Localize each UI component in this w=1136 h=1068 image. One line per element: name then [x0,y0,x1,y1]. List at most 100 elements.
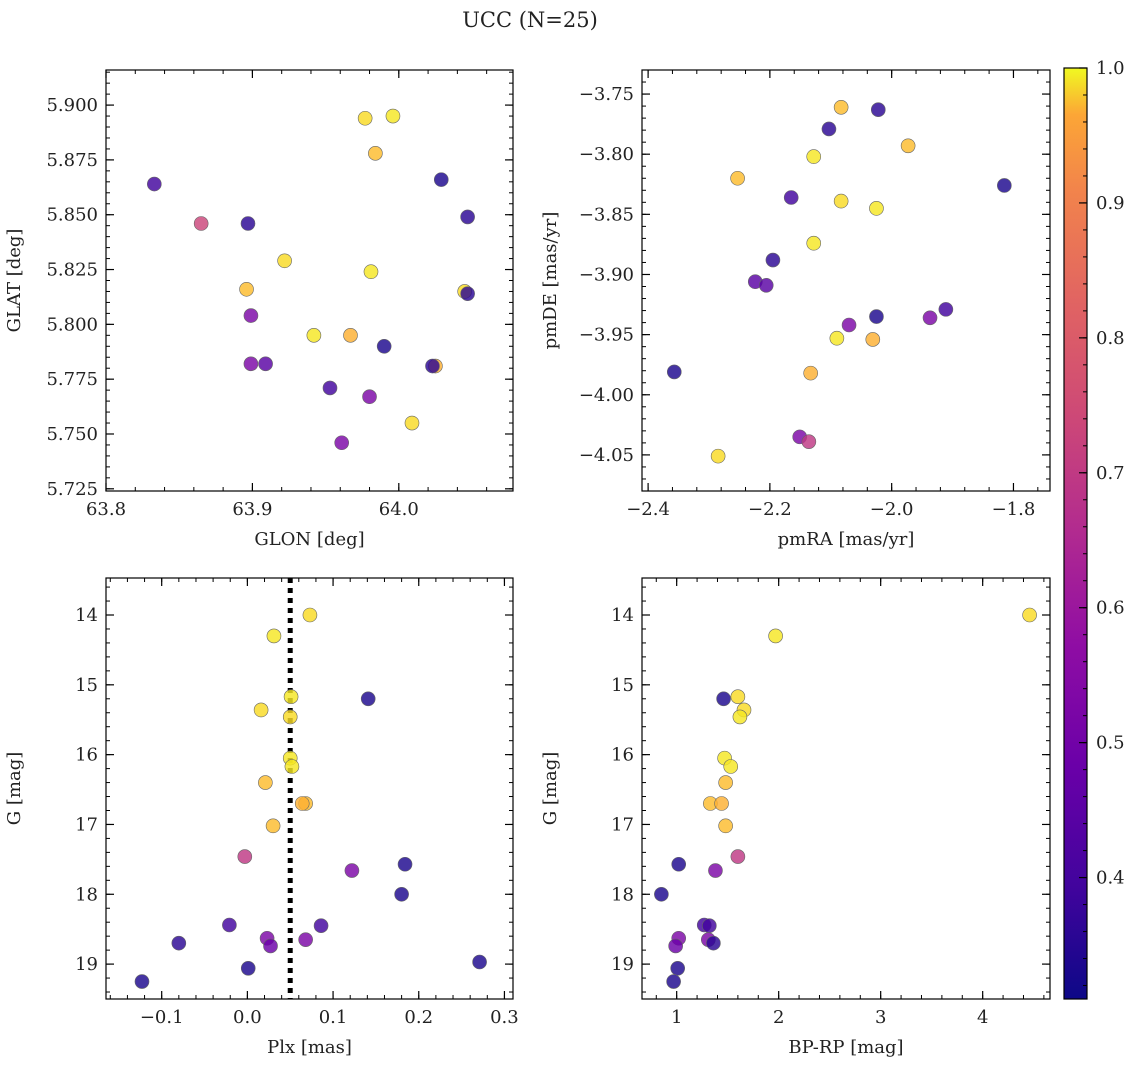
scatter-point [938,302,954,317]
scatter-point [718,818,733,834]
figure-title: UCC (N=25) [462,8,598,32]
scatter-point [732,709,748,725]
colorbar-tick-label: 0.8 [1096,328,1125,349]
y-axis-label: G [mag] [4,752,25,825]
scatter-point [706,935,721,951]
x-tick-label: 0.1 [319,1007,348,1028]
x-tick-label: 3 [875,1007,886,1028]
scatter-point [833,99,849,115]
scatter-point [716,691,731,707]
scatter-point [900,138,916,154]
y-tick-label: 19 [611,954,634,975]
scatter-point [368,146,383,161]
scatter-point [671,856,687,872]
x-tick-label: 0.0 [233,1007,262,1028]
scatter-point [282,709,298,725]
y-tick-label: 17 [75,814,98,835]
scatter-point [277,253,292,269]
colorbar-tick-label: 0.6 [1096,598,1125,619]
y-axis-label: GLAT [deg] [4,229,25,333]
y-axis-label: pmDE [mas/yr] [540,212,561,350]
scatter-point [433,172,449,187]
x-axis-label: Plx [mas] [267,1037,352,1058]
y-tick-label: 5.825 [46,260,98,281]
scatter-point [258,356,273,372]
scatter-point [243,356,259,372]
y-tick-label: −3.75 [579,84,634,105]
y-tick-label: −4.05 [579,445,634,466]
y-tick-label: 16 [75,745,98,766]
x-tick-label: 4 [977,1007,988,1028]
scatter-point [385,108,401,124]
scatter-point [397,856,413,872]
y-tick-label: 16 [611,745,634,766]
scatter-point [806,149,822,164]
scatter-point [344,863,360,878]
scatter-point [783,190,799,205]
scatter-point [240,216,256,231]
scatter-point [758,278,774,293]
scatter-point [283,689,299,704]
scatter-point [306,328,322,343]
scatter-point [997,178,1012,193]
points [147,108,475,451]
scatter-panel-bottom-right: 1 2 3 4 14 15 16 17 18 19 BP-RP [mag] G [mag] [540,577,1051,1058]
y-tick-label: 18 [75,884,98,905]
colorbar-tick-label: 0.7 [1096,463,1125,484]
scatter-panel-top-right: −2.4 −2.2 −2.0 −1.8 −4.05 −4.00 −3.95 −3.90 −3.8… [540,69,1051,550]
scatter-point [394,886,409,902]
scatter-point [730,170,745,186]
scatter-panel-bottom-left: −0.1 0.0 0.1 0.2 0.3 14 15 16 17 18 19 Plx [mas] G [… [4,577,519,1058]
scatter-point [284,759,300,774]
scatter-point [730,849,746,864]
scatter-point [322,380,338,396]
colorbar-tick-label: 0.4 [1096,868,1125,889]
x-tick-label: −2.0 [870,499,914,520]
scatter-point [253,702,269,718]
scatter-point [294,796,310,811]
y-tick-label: 19 [75,954,98,975]
y-tick-label: 14 [75,605,98,626]
scatter-point [363,264,379,280]
scatter-point [806,235,822,251]
scatter-point [730,689,746,704]
scatter-point [833,193,849,209]
scatter-point [343,328,358,343]
x-tick-label: 63.8 [86,499,126,520]
points [666,99,1012,464]
y-tick-label: 5.900 [46,95,98,116]
scatter-point [654,886,669,902]
scatter-point [768,628,783,644]
scatter-point [266,628,282,644]
scatter-point [821,121,837,137]
scatter-panel-top-left: 63.8 63.9 64.0 5.725 5.750 5.775 5.800 5.825 5.8… [4,69,514,550]
scatter-point [334,435,350,451]
scatter-point [239,281,254,297]
scatter-point [460,286,475,301]
y-tick-label: 14 [611,605,634,626]
scatter-point [360,691,376,707]
y-tick-label: 5.750 [46,424,98,445]
y-tick-label: 5.800 [46,314,98,335]
scatter-point [922,310,938,326]
scatter-point [702,918,717,933]
x-axis-label: BP-RP [mag] [788,1037,903,1058]
scatter-point [302,607,318,623]
axes-frame [105,577,514,1000]
y-tick-label: 15 [611,675,634,696]
scatter-point [668,938,683,954]
y-tick-label: −4.00 [579,385,634,406]
y-tick-label: 17 [611,814,634,835]
x-tick-label: 1 [671,1007,682,1028]
scatter-point [1022,607,1037,623]
scatter-point [829,330,845,346]
scatter-point [723,759,739,774]
axes-frame [105,69,514,492]
y-axis-label: G [mag] [540,752,561,825]
scatter-point [841,317,857,333]
scatter-point [869,309,884,324]
y-tick-label: 5.725 [46,479,98,500]
scatter-point [240,960,256,976]
y-tick-label: −3.95 [579,325,634,346]
